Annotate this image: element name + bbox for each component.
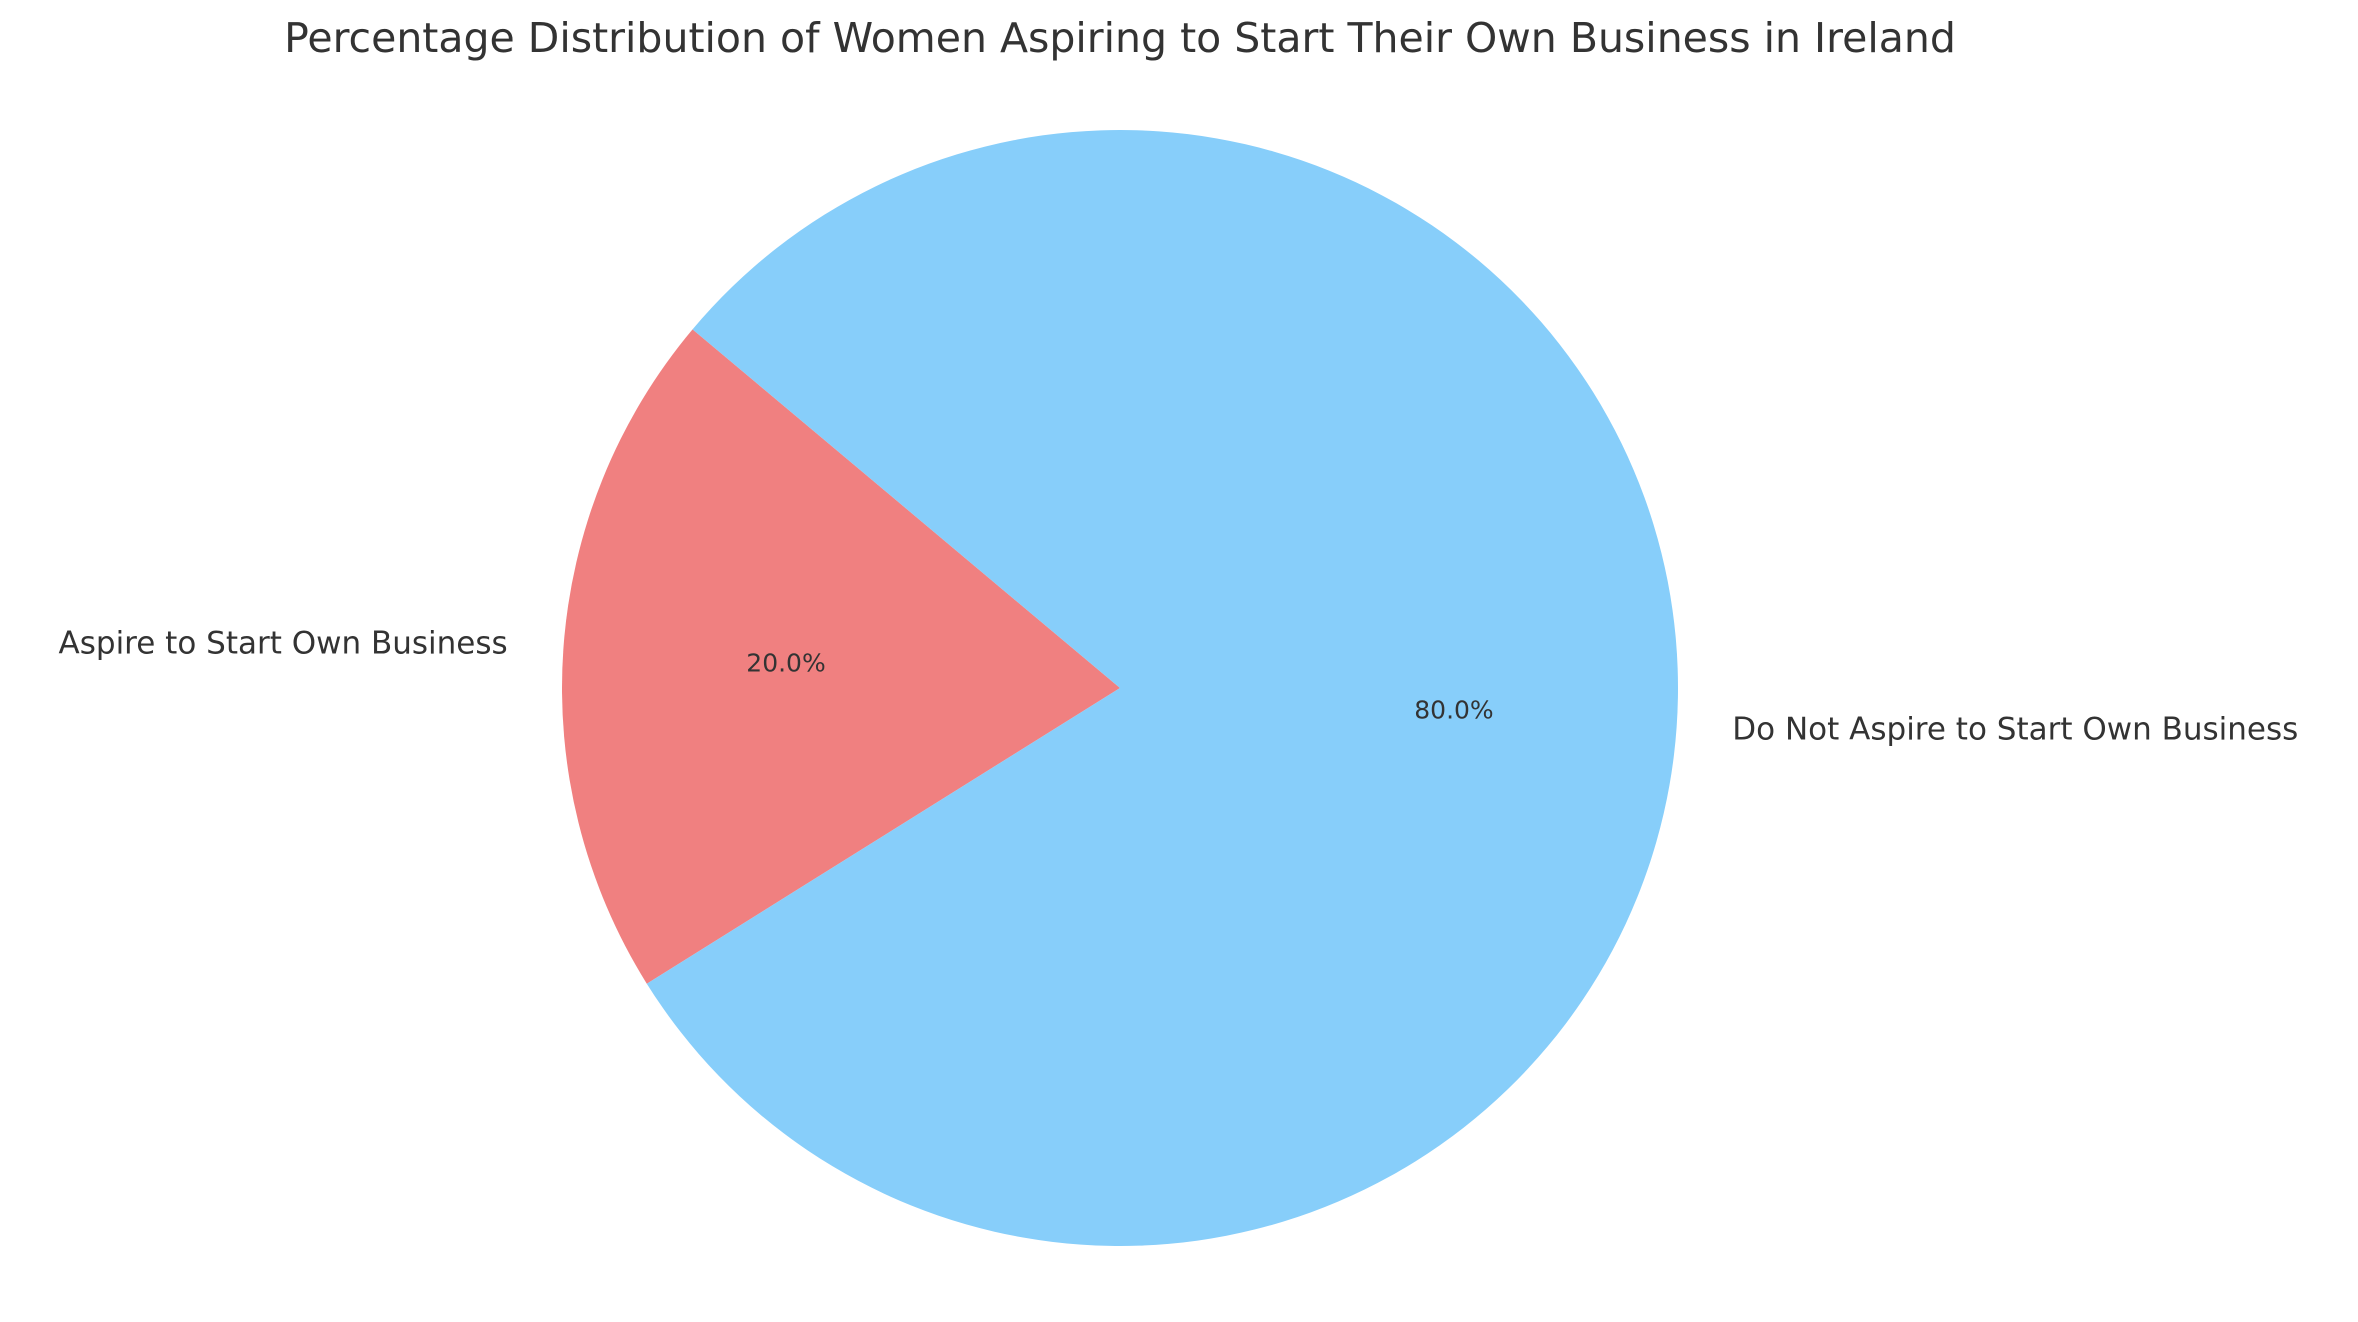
slice-label-do-not-aspire-to-start-own-business: Do Not Aspire to Start Own Business: [1732, 711, 2298, 747]
chart-title: Percentage Distribution of Women Aspirin…: [284, 14, 1956, 62]
slice-label-aspire-to-start-own-business: Aspire to Start Own Business: [59, 626, 508, 662]
pie-slices: [562, 129, 1679, 1246]
pie-slice-do-not-aspire-to-start-own-business: [646, 129, 1679, 1246]
pie-labels: Aspire to Start Own Business 20.0% Do Not …: [59, 626, 2299, 748]
pie-slice-aspire-to-start-own-business: [562, 329, 1120, 984]
slice-value-label-aspire-to-start-own-business: 20.0%: [746, 649, 825, 678]
slice-value-label-do-not-aspire-to-start-own-business: 80.0%: [1414, 695, 1493, 724]
